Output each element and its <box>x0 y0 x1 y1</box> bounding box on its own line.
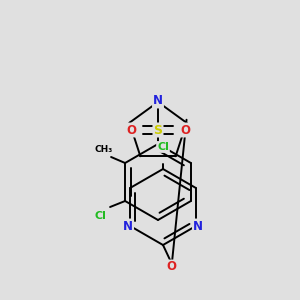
Text: S: S <box>154 124 163 136</box>
Text: O: O <box>166 260 176 274</box>
Text: Cl: Cl <box>94 211 106 221</box>
Text: O: O <box>180 124 190 136</box>
Text: O: O <box>126 124 136 136</box>
Text: N: N <box>153 94 163 107</box>
Text: N: N <box>123 220 133 232</box>
Text: CH₃: CH₃ <box>95 145 113 154</box>
Text: N: N <box>193 220 203 232</box>
Text: Cl: Cl <box>157 142 169 152</box>
